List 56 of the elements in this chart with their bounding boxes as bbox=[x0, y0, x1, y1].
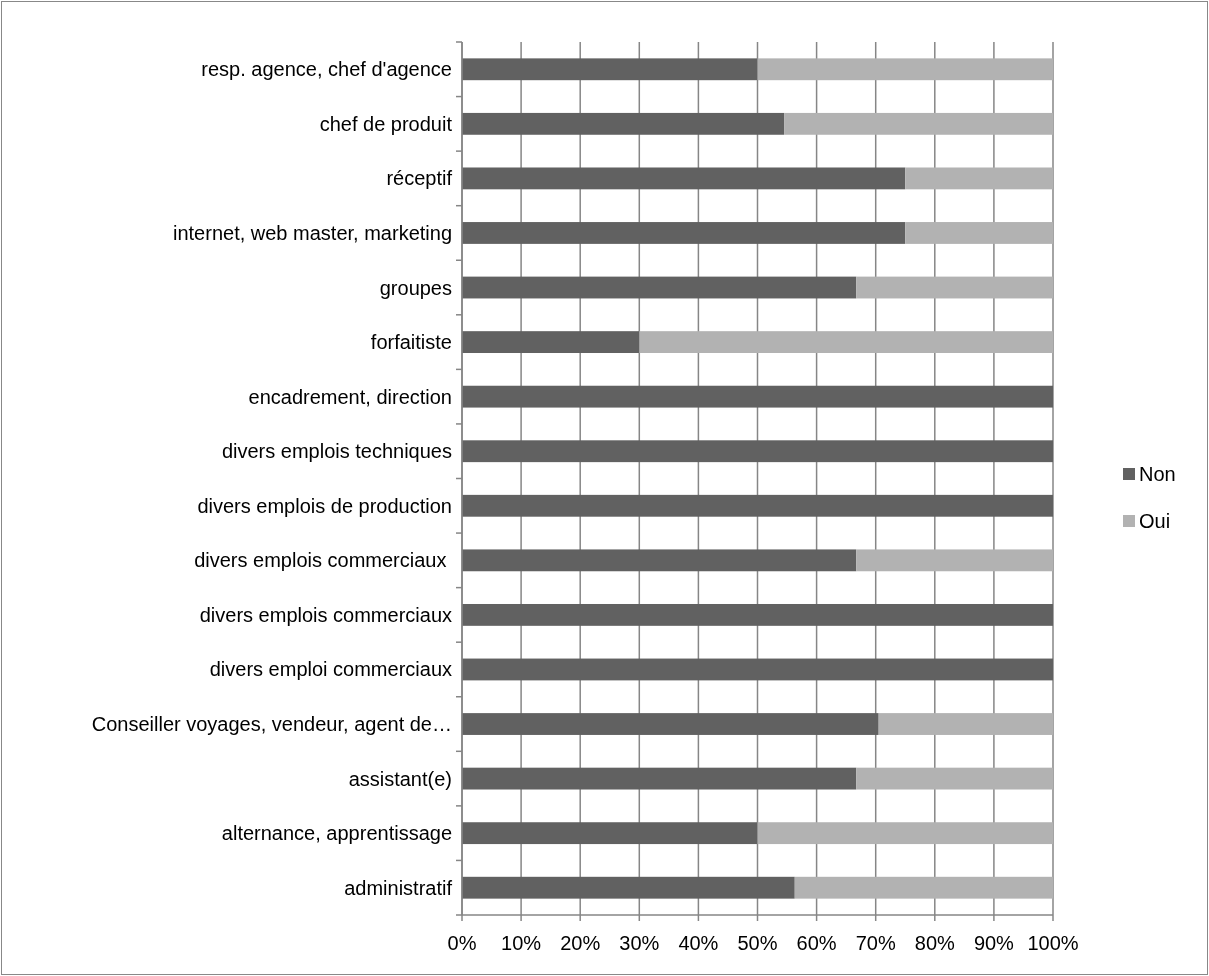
bar bbox=[462, 713, 879, 735]
y-tick-label: resp. agence, chef d'agence bbox=[201, 58, 452, 81]
x-tick-label: 70% bbox=[855, 932, 896, 954]
y-tick-label: internet, web master, marketing bbox=[172, 221, 452, 244]
y-tick-label: alternance, apprentissage bbox=[221, 822, 452, 845]
bar bbox=[462, 822, 758, 845]
y-tick-label: assistant(e) bbox=[348, 767, 452, 790]
x-tick-label: 90% bbox=[973, 932, 1015, 954]
legend-label: Oui bbox=[1139, 510, 1171, 532]
x-tick-label: 10% bbox=[501, 932, 542, 954]
bar bbox=[462, 767, 857, 790]
x-tick-label: 60% bbox=[796, 932, 837, 954]
y-tick-label: groupes bbox=[379, 276, 452, 299]
bar bbox=[462, 658, 1053, 681]
bar bbox=[462, 603, 1053, 626]
bar bbox=[856, 549, 1053, 572]
x-tick-label: 80% bbox=[914, 932, 956, 954]
bar bbox=[905, 167, 1053, 190]
bar bbox=[784, 112, 1053, 135]
bar bbox=[757, 822, 1053, 845]
y-tick-label: divers emplois commerciaux bbox=[194, 549, 452, 572]
legend-label: Non bbox=[1139, 463, 1176, 485]
bar bbox=[462, 167, 906, 190]
bar bbox=[462, 385, 1053, 408]
bar bbox=[639, 331, 1053, 354]
bar bbox=[757, 58, 1053, 81]
bar bbox=[462, 222, 906, 244]
x-tick-label: 100% bbox=[1027, 932, 1079, 954]
bar bbox=[856, 276, 1053, 299]
y-tick-label: encadrement, direction bbox=[248, 385, 452, 408]
bar bbox=[462, 494, 1053, 517]
y-tick-label: forfaitiste bbox=[370, 331, 452, 354]
y-tick-label: administratif bbox=[344, 876, 453, 899]
y-tick-label: divers emploi commerciaux bbox=[209, 658, 452, 681]
bar bbox=[905, 222, 1053, 244]
x-tick-label: 20% bbox=[560, 932, 601, 954]
y-tick-label: Conseiller voyages, vendeur, agent de… bbox=[91, 713, 452, 736]
x-tick-label: 50% bbox=[737, 932, 778, 954]
y-tick-label: divers emplois de production bbox=[197, 494, 452, 517]
bar bbox=[462, 112, 785, 135]
y-tick-label: divers emplois techniques bbox=[221, 440, 452, 463]
y-tick-label: réceptif bbox=[386, 167, 453, 190]
bar bbox=[856, 767, 1053, 790]
bar bbox=[878, 713, 1053, 735]
x-tick-label: 40% bbox=[678, 932, 719, 954]
y-tick-label: divers emplois commerciaux bbox=[199, 603, 452, 626]
bar bbox=[462, 276, 857, 299]
bar bbox=[794, 876, 1053, 899]
bar bbox=[462, 876, 795, 899]
y-tick-label: chef de produit bbox=[319, 112, 453, 135]
bar bbox=[462, 58, 758, 81]
x-tick-label: 0% bbox=[447, 932, 477, 954]
x-tick-label: 30% bbox=[619, 932, 660, 954]
bar bbox=[462, 549, 857, 572]
bar bbox=[462, 440, 1053, 463]
bar bbox=[462, 331, 640, 354]
